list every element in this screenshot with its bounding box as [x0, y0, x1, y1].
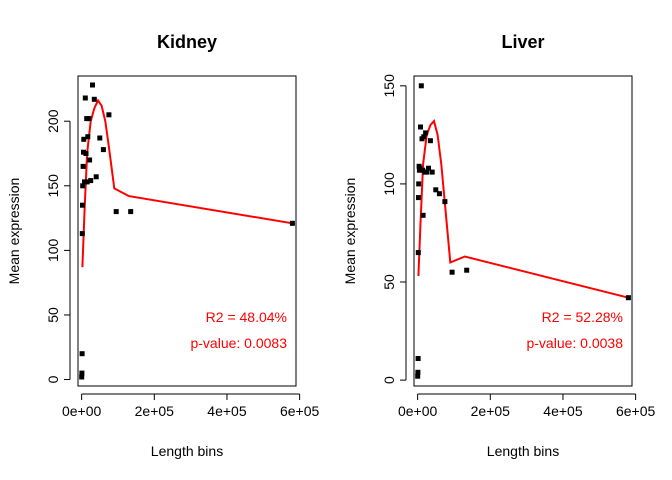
r2-annotation: R2 = 48.04%: [206, 309, 287, 325]
y-tick-label: 150: [45, 174, 61, 198]
data-point: [82, 179, 87, 185]
data-point: [421, 134, 427, 140]
data-point: [426, 165, 431, 171]
data-point: [429, 169, 435, 175]
r2-annotation: R2 = 52.28%: [542, 309, 623, 325]
data-point: [416, 195, 421, 201]
chart-title: Kidney: [157, 32, 217, 52]
data-point: [128, 209, 134, 215]
data-point: [79, 351, 85, 357]
data-point: [418, 83, 424, 89]
chart-title: Liver: [501, 32, 544, 52]
data-point: [427, 138, 433, 144]
data-point: [80, 163, 86, 169]
y-axis: 0 50 100 150 200: [45, 109, 71, 383]
liver-panel: Liver 0e+00 2e+05 4e+05 6e+05 0 50 100 150 Len…: [342, 32, 656, 459]
data-point: [82, 95, 88, 101]
y-tick-label: 150: [381, 74, 397, 98]
data-point: [88, 178, 94, 184]
data-point: [418, 124, 423, 130]
x-tick-label: 4e+05: [207, 403, 247, 419]
pvalue-annotation: p-value: 0.0083: [190, 335, 287, 351]
data-point: [106, 112, 112, 118]
data-point: [625, 295, 631, 301]
data-point: [79, 374, 85, 380]
y-tick-label: 0: [381, 376, 397, 384]
data-point: [415, 369, 421, 375]
x-tick-label: 4e+05: [543, 403, 583, 419]
x-axis: 0e+00 2e+05 4e+05 6e+05: [398, 393, 656, 419]
data-point: [424, 169, 430, 175]
y-tick-label: 100: [381, 172, 397, 196]
data-point: [79, 231, 85, 237]
data-point: [415, 373, 421, 379]
y-tick-label: 0: [45, 375, 61, 383]
data-point: [442, 199, 448, 205]
data-point: [415, 356, 421, 361]
data-point: [83, 151, 89, 156]
pvalue-annotation: p-value: 0.0038: [526, 335, 623, 351]
x-axis: 0e+00 2e+05 4e+05 6e+05: [62, 393, 320, 419]
y-axis-label: Mean expression: [342, 178, 358, 285]
data-point: [423, 130, 429, 136]
data-point: [417, 165, 423, 171]
x-tick-label: 2e+05: [471, 403, 511, 419]
kidney-panel: Kidney 0e+00 2e+05 4e+05 6e+05 0 50 100 150 200…: [6, 32, 320, 459]
data-point: [97, 135, 103, 141]
y-axis-label: Mean expression: [6, 178, 22, 285]
data-point: [93, 174, 99, 180]
data-point: [91, 96, 97, 102]
data-point: [84, 179, 90, 185]
x-axis-label: Length bins: [487, 443, 559, 459]
x-tick-label: 0e+00: [62, 403, 102, 419]
y-axis: 0 50 100 150: [381, 74, 407, 384]
data-point: [436, 191, 442, 197]
data-point: [100, 147, 106, 153]
fit-line: [81, 98, 293, 268]
y-tick-label: 50: [45, 307, 61, 323]
data-point: [464, 267, 470, 273]
data-point: [113, 209, 119, 215]
data-point: [289, 220, 295, 226]
x-tick-label: 0e+00: [398, 403, 438, 419]
data-points: [415, 83, 631, 379]
data-point: [80, 202, 85, 208]
x-tick-label: 6e+05: [616, 403, 656, 419]
x-tick-label: 6e+05: [280, 403, 320, 419]
data-point: [420, 212, 426, 218]
plot-frame: [413, 75, 633, 387]
data-point: [416, 181, 422, 187]
data-point: [79, 370, 85, 376]
data-point: [80, 183, 86, 189]
data-point: [449, 269, 455, 275]
data-point: [86, 116, 92, 122]
x-axis-label: Length bins: [151, 443, 223, 459]
data-points: [79, 82, 295, 380]
data-point: [81, 136, 87, 142]
data-point: [90, 82, 95, 88]
y-tick-label: 200: [45, 109, 61, 133]
data-point: [433, 187, 439, 193]
x-tick-label: 2e+05: [135, 403, 175, 419]
y-tick-label: 100: [45, 238, 61, 262]
data-point: [415, 250, 421, 256]
y-tick-label: 50: [381, 274, 397, 290]
data-point: [85, 134, 91, 140]
data-point: [87, 157, 93, 163]
plot-frame: [77, 75, 297, 387]
